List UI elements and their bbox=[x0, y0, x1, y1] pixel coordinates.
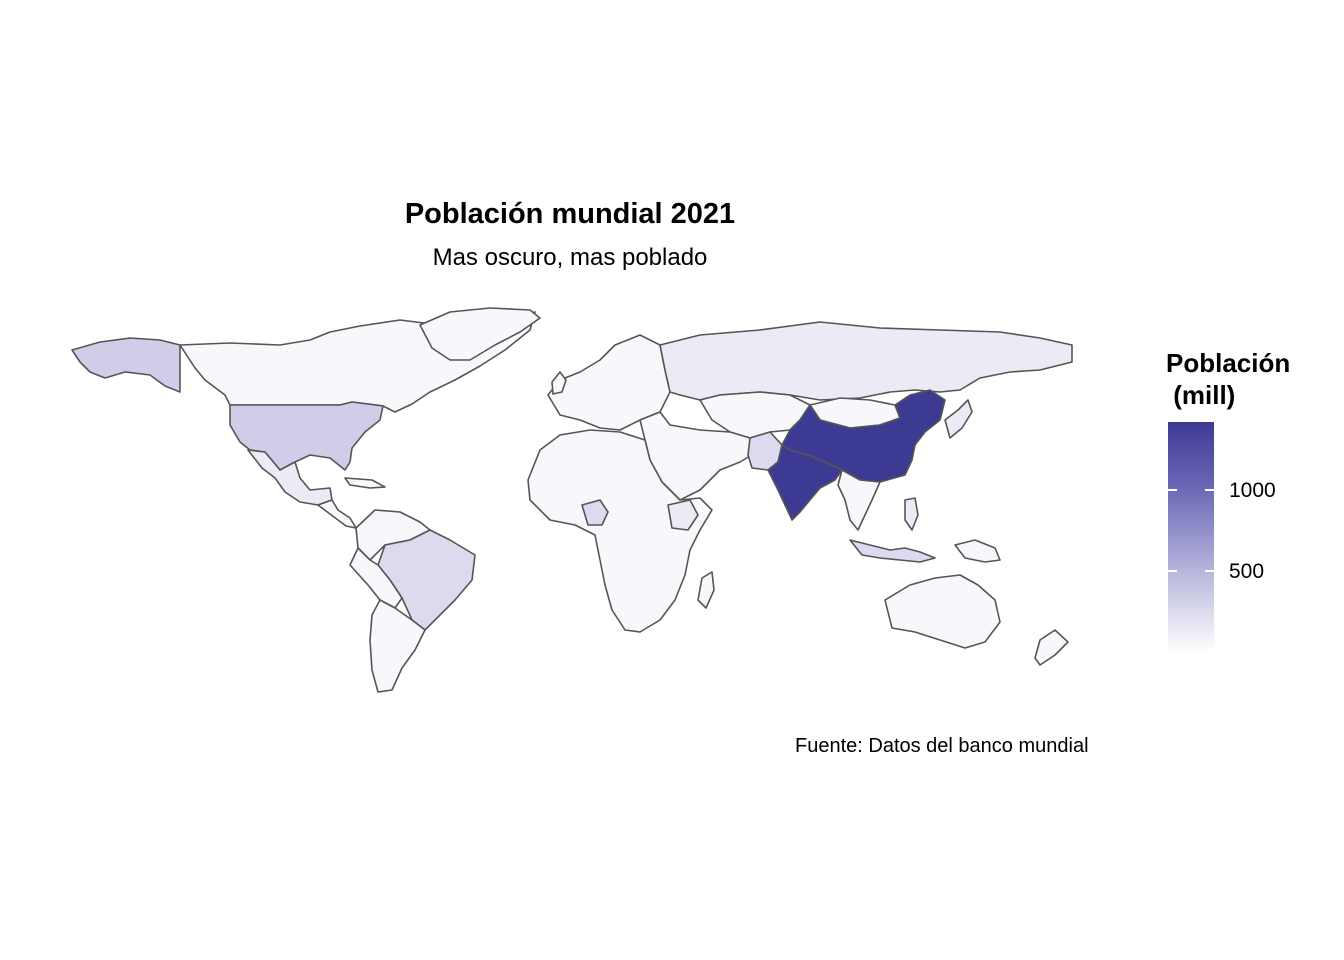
map-subtitle: Mas oscuro, mas poblado bbox=[432, 244, 708, 271]
region-southeast-asia bbox=[837, 469, 881, 531]
region-caribbean bbox=[344, 477, 386, 489]
country-new-zealand bbox=[1034, 629, 1069, 666]
country-greenland bbox=[419, 307, 541, 361]
legend-tick-500 bbox=[1168, 570, 1177, 572]
legend-title: Población (mill) bbox=[1166, 348, 1291, 410]
country-japan bbox=[944, 399, 973, 439]
country-philippines bbox=[904, 497, 919, 531]
region-andes bbox=[349, 547, 403, 609]
map-title: Población mundial 2021 bbox=[404, 198, 736, 230]
country-mexico bbox=[247, 449, 333, 506]
country-nigeria bbox=[581, 499, 609, 526]
country-papua-new-guinea bbox=[954, 539, 1001, 563]
country-indonesia bbox=[849, 539, 936, 563]
legend-tick-label-1000: 1000 bbox=[1229, 479, 1276, 502]
legend-tick-500-right bbox=[1205, 570, 1214, 572]
legend-tick-label-500: 500 bbox=[1229, 560, 1265, 583]
region-africa bbox=[527, 429, 713, 633]
country-usa bbox=[229, 401, 384, 471]
legend-tick-1000-right bbox=[1205, 489, 1214, 491]
legend-tick-1000 bbox=[1168, 489, 1177, 491]
country-madagascar bbox=[697, 571, 715, 609]
region-central-america bbox=[317, 499, 357, 529]
region-southern-cone bbox=[369, 599, 426, 693]
country-ethiopia bbox=[667, 499, 699, 531]
country-alaska-usa bbox=[71, 337, 181, 393]
country-australia bbox=[884, 574, 1001, 649]
country-russia bbox=[659, 321, 1073, 401]
country-united-kingdom bbox=[551, 371, 567, 395]
source-caption: Fuente: Datos del banco mundial bbox=[795, 735, 1089, 757]
country-india bbox=[767, 444, 843, 521]
legend-colorbar bbox=[1168, 422, 1214, 652]
